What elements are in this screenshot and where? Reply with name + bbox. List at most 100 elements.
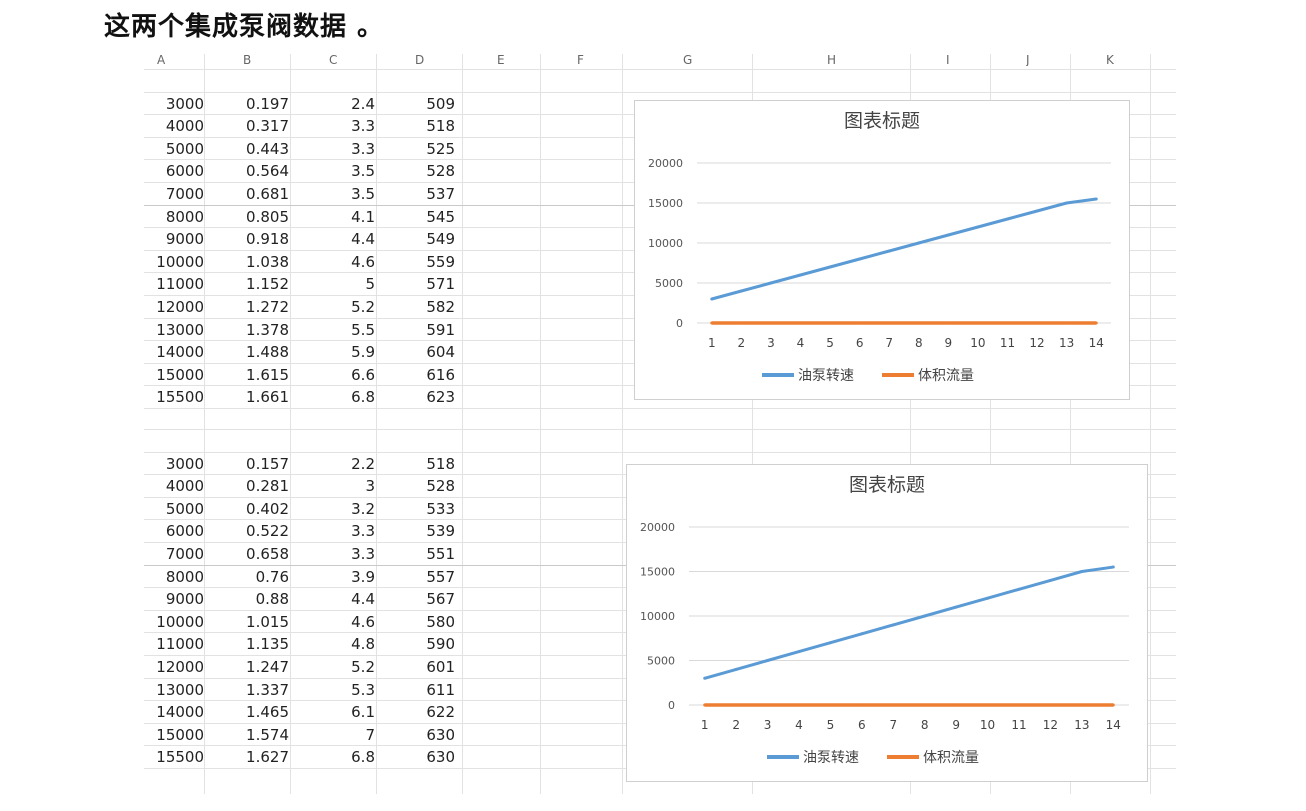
table1-cell[interactable]: 3.3	[351, 139, 375, 158]
column-header-b[interactable]: B	[243, 54, 252, 66]
table2-cell[interactable]: 6.8	[351, 748, 375, 767]
table2-cell[interactable]: 3000	[165, 454, 204, 473]
table2-cell[interactable]: 1.247	[246, 658, 289, 676]
column-header-c[interactable]: C	[329, 54, 338, 66]
table2-cell[interactable]: 4.8	[351, 635, 375, 654]
table1-cell[interactable]: 4000	[165, 117, 204, 136]
table2-cell[interactable]: 630	[426, 748, 455, 767]
table2-cell[interactable]: 3	[365, 477, 375, 496]
table1-cell[interactable]: 9000	[165, 230, 204, 249]
table2-cell[interactable]: 630	[426, 725, 455, 744]
table2-cell[interactable]: 3.3	[351, 522, 375, 541]
table1-cell[interactable]: 1.615	[246, 365, 289, 384]
table1-cell[interactable]: 3.5	[351, 185, 375, 203]
table2-cell[interactable]: 1.135	[246, 635, 289, 654]
table1-cell[interactable]: 0.918	[246, 230, 289, 249]
table1-cell[interactable]: 4.4	[351, 230, 375, 249]
table1-cell[interactable]: 6.8	[351, 388, 375, 407]
table2-cell[interactable]: 3.2	[351, 499, 375, 518]
table1-cell[interactable]: 4.6	[351, 252, 375, 271]
series-line-1[interactable]	[711, 197, 1097, 301]
table1-cell[interactable]: 0.805	[246, 207, 289, 226]
table1-cell[interactable]: 591	[426, 320, 455, 339]
table1-cell[interactable]: 582	[426, 298, 455, 316]
column-header-d[interactable]: D	[415, 54, 425, 66]
table1-cell[interactable]: 1.661	[246, 388, 289, 407]
table1-cell[interactable]: 1.272	[246, 298, 289, 316]
table1-cell[interactable]: 3000	[165, 94, 204, 113]
table2-cell[interactable]: 1.627	[246, 748, 289, 767]
column-header-i[interactable]: I	[946, 54, 950, 66]
table2-cell[interactable]: 13000	[156, 680, 204, 699]
table1-cell[interactable]: 2.4	[351, 94, 375, 113]
table1-cell[interactable]: 14000	[156, 343, 204, 362]
table2-cell[interactable]: 533	[426, 499, 455, 518]
table2-cell[interactable]: 7000	[165, 545, 204, 563]
table2-cell[interactable]: 5000	[165, 499, 204, 518]
column-header-g[interactable]: G	[683, 54, 693, 66]
table2-cell[interactable]: 4.4	[351, 590, 375, 609]
table1-cell[interactable]: 1.488	[246, 343, 289, 362]
table2-cell[interactable]: 4000	[165, 477, 204, 496]
table2-cell[interactable]: 3.3	[351, 545, 375, 563]
table2-cell[interactable]: 6000	[165, 522, 204, 541]
table1-cell[interactable]: 15500	[156, 388, 204, 407]
table2-cell[interactable]: 611	[426, 680, 455, 699]
column-header-j[interactable]: J	[1026, 54, 1030, 66]
table2-cell[interactable]: 557	[426, 567, 455, 586]
table2-cell[interactable]: 10000	[156, 612, 204, 631]
table1-cell[interactable]: 537	[426, 185, 455, 203]
table1-cell[interactable]: 0.564	[246, 162, 289, 181]
table1-cell[interactable]: 7000	[165, 185, 204, 203]
table2-cell[interactable]: 551	[426, 545, 455, 563]
table1-cell[interactable]: 3.3	[351, 117, 375, 136]
table2-cell[interactable]: 0.157	[246, 454, 289, 473]
table2-cell[interactable]: 2.2	[351, 454, 375, 473]
column-header-f[interactable]: F	[577, 54, 584, 66]
table2-cell[interactable]: 0.88	[255, 590, 289, 609]
table2-cell[interactable]: 0.658	[246, 545, 289, 563]
table1-cell[interactable]: 571	[426, 275, 455, 294]
table1-cell[interactable]: 15000	[156, 365, 204, 384]
table1-cell[interactable]: 5000	[165, 139, 204, 158]
column-header-e[interactable]: E	[497, 54, 505, 66]
table2-cell[interactable]: 1.015	[246, 612, 289, 631]
table2-cell[interactable]: 601	[426, 658, 455, 676]
table1-cell[interactable]: 3.5	[351, 162, 375, 181]
table1-cell[interactable]: 559	[426, 252, 455, 271]
table2-cell[interactable]: 1.574	[246, 725, 289, 744]
table1-cell[interactable]: 6000	[165, 162, 204, 181]
table2-cell[interactable]: 9000	[165, 590, 204, 609]
table1-cell[interactable]: 8000	[165, 207, 204, 226]
table2-cell[interactable]: 539	[426, 522, 455, 541]
table2-cell[interactable]: 0.402	[246, 499, 289, 518]
table1-cell[interactable]: 6.6	[351, 365, 375, 384]
table2-cell[interactable]: 1.337	[246, 680, 289, 699]
table1-cell[interactable]: 545	[426, 207, 455, 226]
table2-cell[interactable]: 14000	[156, 703, 204, 722]
table2-cell[interactable]: 5.3	[351, 680, 375, 699]
table2-cell[interactable]: 6.1	[351, 703, 375, 722]
table1-cell[interactable]: 5.2	[351, 298, 375, 316]
table2-cell[interactable]: 8000	[165, 567, 204, 586]
table1-cell[interactable]: 525	[426, 139, 455, 158]
table1-cell[interactable]: 1.378	[246, 320, 289, 339]
column-header-a[interactable]: A	[157, 54, 166, 66]
table2-cell[interactable]: 0.76	[255, 567, 289, 586]
table2-cell[interactable]: 0.522	[246, 522, 289, 541]
chart-lower[interactable]: 图表标题 0 5000 10000 15000 20000 1 2 3 4 5 6 7 8 9 10 11 12 1…	[626, 464, 1148, 782]
table1-cell[interactable]: 518	[426, 117, 455, 136]
table1-cell[interactable]: 1.038	[246, 252, 289, 271]
table2-cell[interactable]: 590	[426, 635, 455, 654]
table1-cell[interactable]: 509	[426, 94, 455, 113]
table1-cell[interactable]: 4.1	[351, 207, 375, 226]
chart-upper[interactable]: 图表标题 0 5000 10000 15000 20000 1 2 3 4 5 6 7 8 9 10 11 12 1…	[634, 100, 1130, 400]
table1-cell[interactable]: 0.317	[246, 117, 289, 136]
series-line-1[interactable]	[704, 565, 1114, 680]
table2-cell[interactable]: 567	[426, 590, 455, 609]
table2-cell[interactable]: 12000	[156, 658, 204, 676]
table1-cell[interactable]: 5	[365, 275, 375, 294]
table2-cell[interactable]: 580	[426, 612, 455, 631]
table1-cell[interactable]: 604	[426, 343, 455, 362]
column-header-h[interactable]: H	[827, 54, 837, 66]
